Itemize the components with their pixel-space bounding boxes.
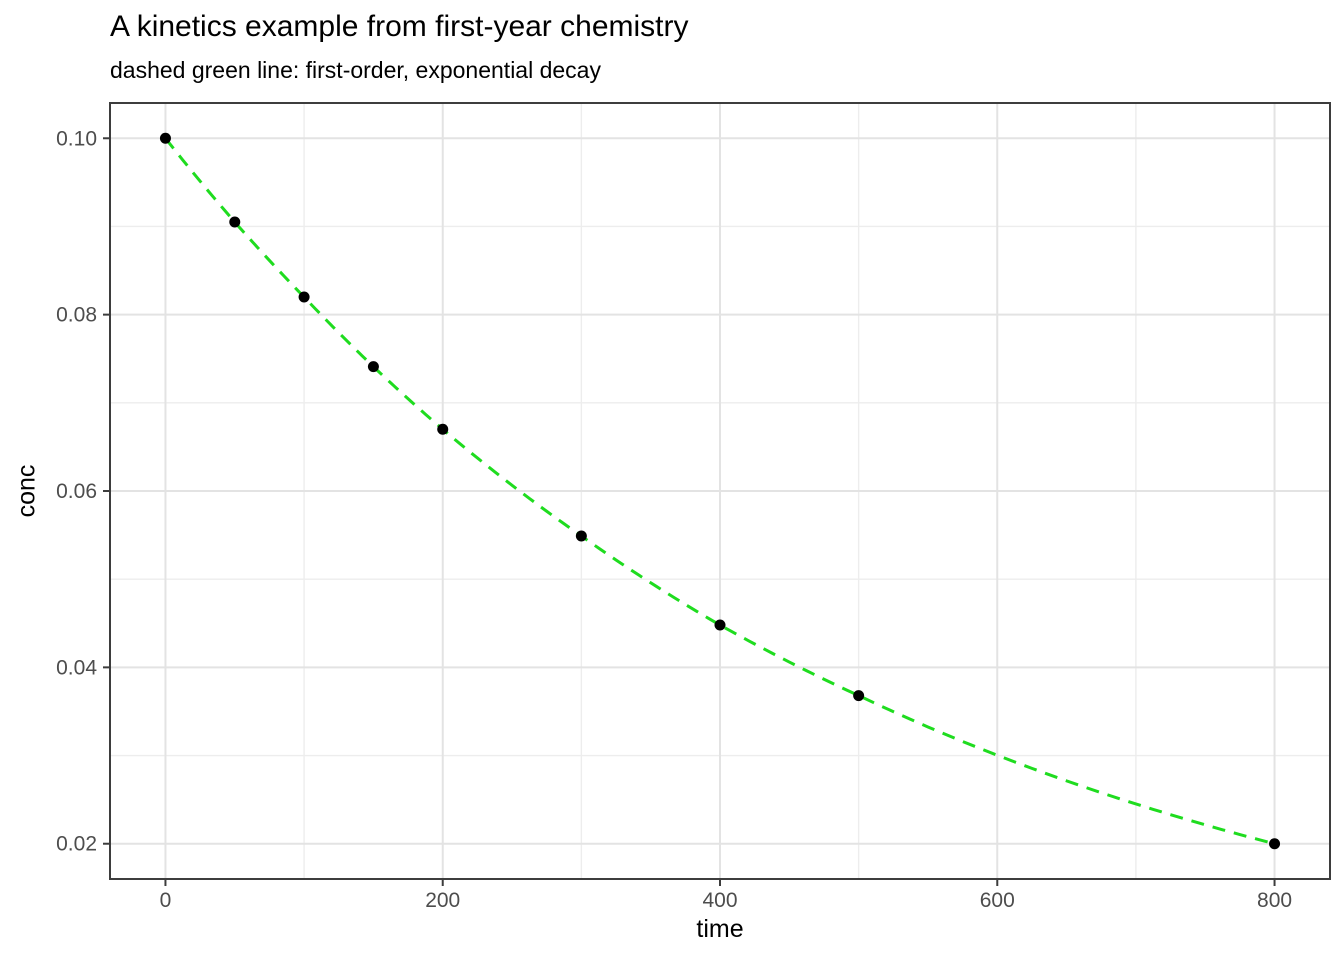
y-tick-label: 0.02 bbox=[56, 833, 97, 856]
data-point bbox=[437, 423, 449, 435]
x-tick-label: 0 bbox=[160, 889, 172, 912]
y-tick-label: 0.08 bbox=[56, 304, 97, 327]
chart-subtitle: dashed green line: first-order, exponent… bbox=[110, 57, 601, 83]
data-point bbox=[714, 619, 726, 631]
data-point bbox=[853, 690, 865, 702]
data-point bbox=[298, 291, 310, 303]
x-axis-title: time bbox=[696, 915, 744, 943]
x-tick-label: 400 bbox=[702, 889, 737, 912]
x-tick-label: 800 bbox=[1257, 889, 1292, 912]
data-point bbox=[575, 530, 587, 542]
data-point bbox=[1269, 838, 1281, 850]
data-point bbox=[367, 361, 379, 373]
data-point bbox=[229, 216, 241, 228]
y-tick-label: 0.06 bbox=[56, 480, 97, 503]
x-tick-label: 200 bbox=[425, 889, 460, 912]
x-tick-label: 600 bbox=[980, 889, 1015, 912]
y-tick-label: 0.04 bbox=[56, 656, 97, 679]
y-tick-label: 0.10 bbox=[56, 127, 97, 150]
chart-title: A kinetics example from first-year chemi… bbox=[110, 10, 689, 43]
data-point bbox=[159, 132, 171, 144]
